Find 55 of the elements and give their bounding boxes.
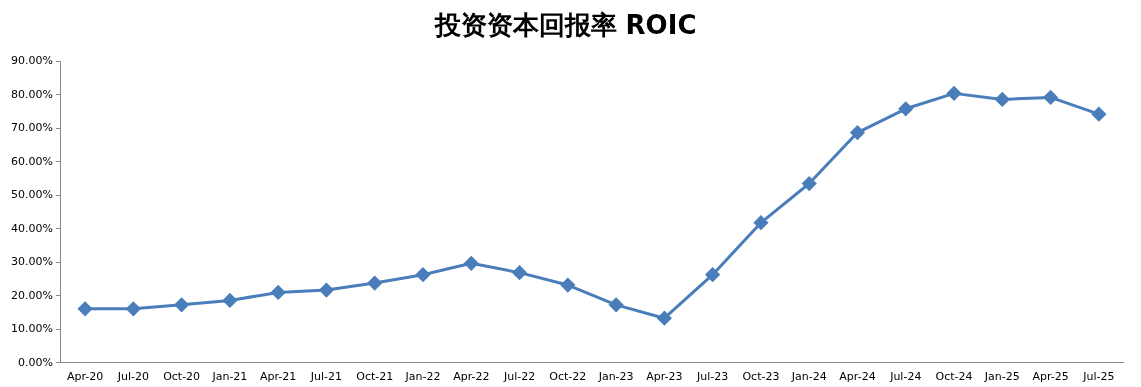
x-tick-label: Jul-21 — [309, 370, 343, 384]
point — [1043, 90, 1058, 105]
x-tick-label: Jul-25 — [1082, 370, 1115, 384]
y-tick-label: 90.00% — [10, 54, 53, 68]
y-tick-label: 10.00% — [10, 322, 53, 336]
x-tick-label: Oct-20 — [163, 370, 201, 384]
point — [802, 176, 817, 191]
point — [947, 86, 962, 101]
y-tick-label: 60.00% — [10, 154, 53, 168]
x-tick-label: Jul-24 — [889, 370, 922, 384]
chart-title: 投资资本回报率 ROIC — [433, 10, 697, 41]
y-tick-label: 70.00% — [10, 121, 53, 135]
y-tick-label: 20.00% — [10, 288, 53, 302]
point — [416, 267, 431, 282]
y-tick-label: 0.00% — [17, 355, 53, 369]
x-tick-label: Apr-25 — [1032, 370, 1069, 384]
point — [367, 276, 382, 291]
point — [319, 283, 334, 298]
x-tick-label: Oct-24 — [935, 370, 973, 384]
point — [850, 125, 865, 140]
x-tick-label: Jan-21 — [211, 370, 248, 384]
x-tick-label: Jan-22 — [404, 370, 441, 384]
x-tick-label: Jan-25 — [983, 370, 1020, 384]
x-tick-label: Jan-24 — [790, 370, 827, 384]
x-tick-label: Jul-22 — [502, 370, 536, 384]
point — [464, 256, 479, 271]
y-tick-label: 50.00% — [10, 188, 53, 202]
y-tick-label: 40.00% — [10, 221, 53, 235]
x-tick-label: Jul-20 — [116, 370, 149, 384]
point — [126, 301, 141, 316]
x-tick-label: Apr-23 — [646, 370, 683, 384]
y-tick-label: 80.00% — [10, 87, 53, 101]
x-tick-label: Oct-21 — [356, 370, 394, 384]
point — [898, 101, 913, 116]
point — [512, 265, 527, 280]
y-tick-label: 30.00% — [10, 255, 53, 269]
point — [174, 297, 189, 312]
x-tick-label: Oct-23 — [742, 370, 780, 384]
point — [78, 301, 93, 316]
point — [995, 92, 1010, 107]
x-tick-label: Apr-22 — [453, 370, 490, 384]
point — [560, 278, 575, 293]
point — [753, 215, 768, 230]
x-tick-label: Jan-23 — [597, 370, 634, 384]
x-tick-label: Oct-22 — [549, 370, 587, 384]
x-tick-label: Apr-24 — [839, 370, 876, 384]
point — [705, 267, 720, 282]
point — [271, 285, 286, 300]
point — [609, 297, 624, 312]
point — [222, 293, 237, 308]
x-tick-label: Apr-20 — [66, 370, 104, 384]
x-tick-label: Apr-21 — [260, 370, 297, 384]
point — [657, 311, 672, 326]
x-tick-label: Jul-23 — [696, 370, 729, 384]
point — [1091, 107, 1106, 122]
